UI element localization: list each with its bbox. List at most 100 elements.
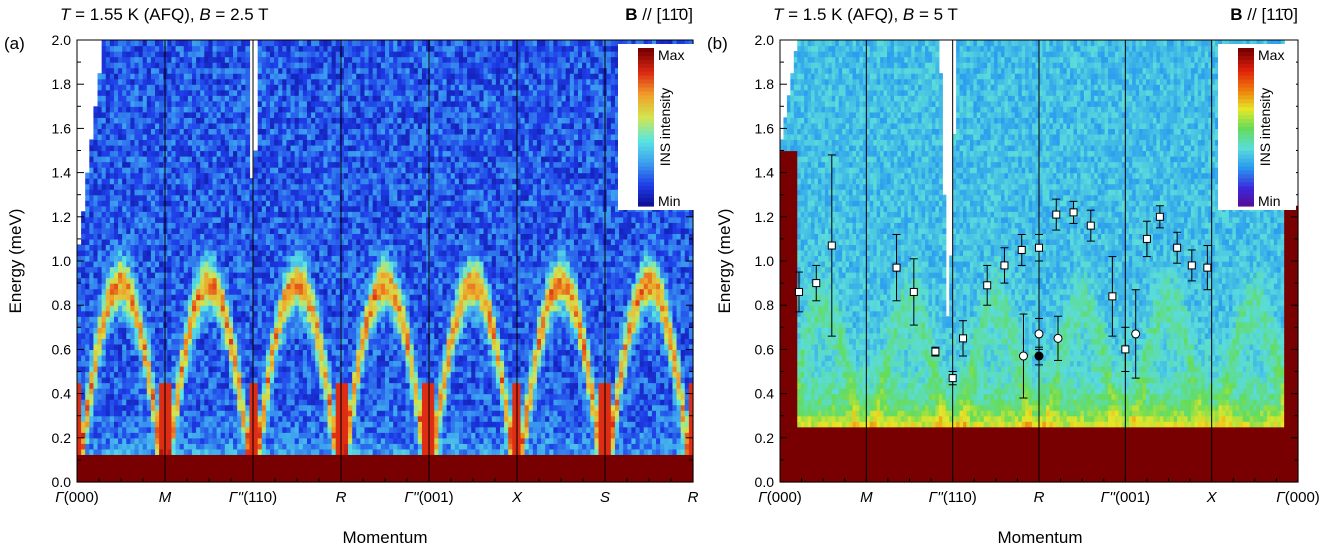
heatmap-cell [113, 56, 119, 63]
heatmap-cell [212, 476, 218, 483]
heatmap-cell [122, 371, 127, 378]
heatmap-cell [270, 272, 275, 279]
heatmap-cell [311, 459, 316, 467]
heatmap-cell [97, 266, 103, 273]
heatmap-cell [89, 393, 95, 400]
heatmap-cell [220, 227, 226, 234]
heatmap-cell [175, 51, 181, 58]
heatmap-cell [187, 178, 193, 185]
heatmap-cell [233, 294, 238, 301]
heatmap-cell [150, 338, 156, 345]
heatmap-cell [196, 377, 201, 384]
heatmap-cell [220, 338, 226, 345]
heatmap-cell [85, 266, 90, 273]
heatmap-cell [241, 443, 246, 450]
heatmap-cell [286, 40, 292, 47]
heatmap-cell [331, 283, 337, 290]
heatmap-cell [196, 349, 201, 356]
heatmap-cell [241, 150, 246, 157]
heatmap-cell [278, 321, 283, 328]
heatmap-cell [126, 211, 131, 218]
heatmap-cell [237, 167, 242, 174]
heatmap-cell [179, 111, 185, 118]
heatmap-cell [282, 476, 288, 483]
heatmap-cell [257, 305, 263, 312]
heatmap-cell [327, 106, 333, 113]
heatmap-cell [142, 332, 148, 339]
heatmap-cell [155, 133, 160, 141]
heatmap-cell [159, 316, 164, 323]
heatmap-cell [261, 161, 267, 168]
heatmap-cell [175, 111, 181, 118]
heatmap-cell [339, 233, 345, 240]
heatmap-cell [331, 84, 337, 91]
heatmap-cell [286, 216, 292, 223]
heatmap-cell [118, 443, 123, 450]
heatmap-cell [163, 133, 168, 141]
heatmap-cell [81, 233, 86, 240]
heatmap-cell [101, 476, 107, 483]
heatmap-cell [171, 189, 177, 196]
heatmap-cell [150, 139, 156, 146]
heatmap-cell [150, 67, 156, 74]
heatmap-cell [130, 437, 136, 444]
heatmap-cell [278, 316, 283, 323]
heatmap-cell [175, 216, 181, 223]
heatmap-cell [294, 426, 300, 433]
heatmap-cell [249, 393, 255, 400]
heatmap-cell [245, 454, 251, 461]
heatmap-cell [224, 111, 230, 118]
heatmap-cell [200, 299, 205, 306]
heatmap-cell [105, 150, 111, 157]
heatmap-cell [311, 294, 316, 301]
heatmap-cell [171, 393, 177, 400]
heatmap-cell [126, 454, 131, 461]
heatmap-cell [77, 244, 82, 251]
heatmap-cell [298, 89, 304, 96]
heatmap-cell [335, 332, 341, 339]
heatmap-cell [311, 56, 316, 63]
heatmap-cell [187, 45, 193, 52]
heatmap-cell [216, 238, 222, 246]
heatmap-cell [306, 238, 312, 246]
panel-a-heatmap [77, 40, 694, 483]
heatmap-cell [196, 117, 201, 124]
heatmap-cell [191, 167, 197, 174]
heatmap-cell [85, 238, 90, 246]
heatmap-cell [93, 465, 99, 472]
heatmap-cell [179, 443, 185, 450]
heatmap-cell [335, 277, 341, 284]
heatmap-cell [187, 40, 193, 47]
heatmap-cell [335, 73, 341, 80]
heatmap-cell [138, 266, 144, 273]
heatmap-cell [286, 144, 292, 152]
heatmap-cell [142, 432, 148, 439]
heatmap-cell [109, 106, 115, 113]
heatmap-cell [237, 45, 242, 52]
heatmap-cell [204, 261, 210, 268]
heatmap-cell [191, 150, 197, 157]
heatmap-cell [101, 454, 107, 461]
heatmap-cell [294, 354, 300, 362]
heatmap-cell [319, 360, 324, 367]
heatmap-cell [278, 432, 283, 439]
heatmap-cell [126, 89, 131, 96]
heatmap-cell [126, 316, 131, 323]
heatmap-cell [118, 393, 123, 400]
heatmap-cell [245, 432, 251, 439]
heatmap-cell [278, 67, 283, 74]
heatmap-cell [249, 415, 255, 422]
heatmap-cell [200, 67, 205, 74]
heatmap-cell [323, 305, 329, 312]
heatmap-cell [241, 349, 246, 356]
heatmap-cell [302, 95, 308, 102]
heatmap-cell [167, 393, 173, 400]
heatmap-cell [294, 45, 300, 52]
heatmap-cell [118, 227, 123, 234]
heatmap-cell [167, 332, 173, 339]
heatmap-cell [249, 470, 255, 478]
heatmap-cell [302, 144, 308, 152]
heatmap-cell [311, 73, 316, 80]
heatmap-cell [175, 227, 181, 234]
heatmap-cell [101, 200, 107, 207]
